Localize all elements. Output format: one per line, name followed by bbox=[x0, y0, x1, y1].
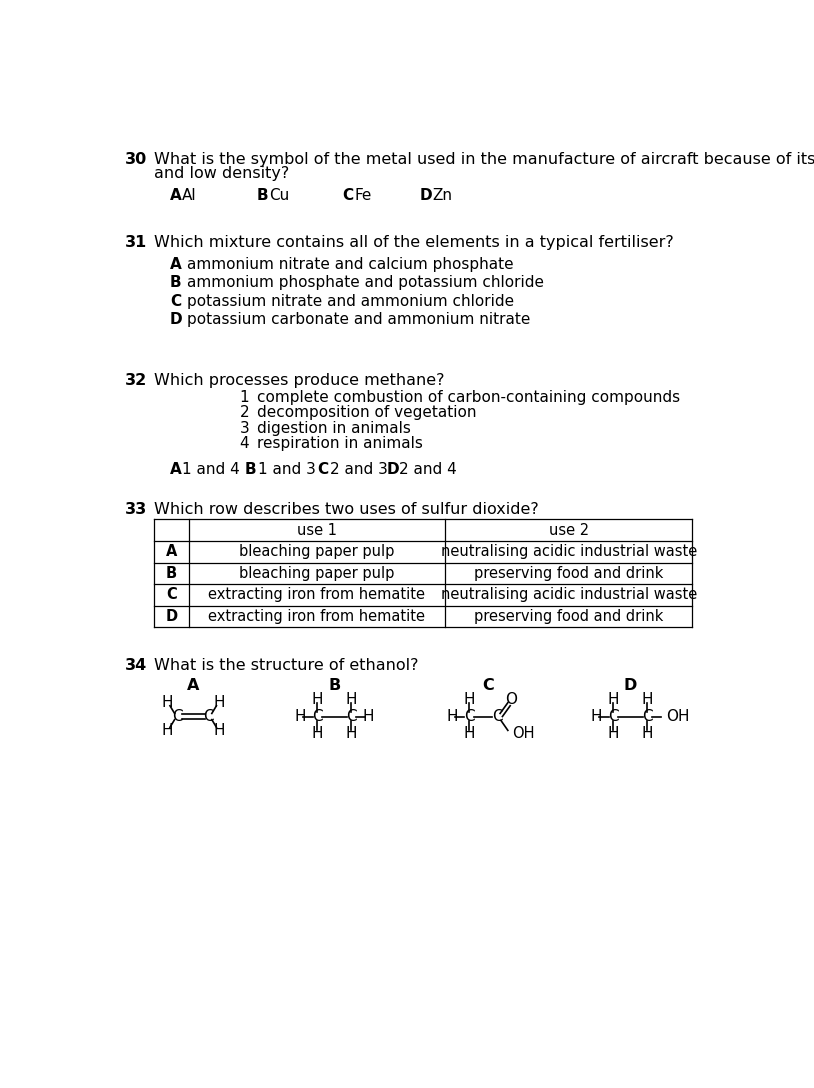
Text: C: C bbox=[204, 709, 214, 724]
Text: H: H bbox=[161, 695, 173, 710]
Text: C: C bbox=[173, 709, 183, 724]
Text: H: H bbox=[607, 692, 619, 707]
Text: C: C bbox=[464, 709, 475, 724]
Text: 30: 30 bbox=[125, 152, 147, 168]
Text: Which row describes two uses of sulfur dioxide?: Which row describes two uses of sulfur d… bbox=[155, 503, 539, 518]
Text: use 1: use 1 bbox=[297, 522, 337, 537]
Text: respiration in animals: respiration in animals bbox=[256, 436, 422, 452]
Text: potassium nitrate and ammonium chloride: potassium nitrate and ammonium chloride bbox=[187, 294, 514, 309]
Text: D: D bbox=[624, 678, 637, 693]
Text: decomposition of vegetation: decomposition of vegetation bbox=[256, 406, 476, 420]
Text: H: H bbox=[312, 692, 323, 707]
Text: A: A bbox=[170, 187, 182, 202]
Text: use 2: use 2 bbox=[549, 522, 589, 537]
Text: D: D bbox=[170, 312, 182, 327]
Text: What is the structure of ethanol?: What is the structure of ethanol? bbox=[155, 658, 419, 673]
Text: H: H bbox=[362, 709, 374, 724]
Text: H: H bbox=[641, 726, 653, 741]
Text: C: C bbox=[492, 709, 502, 724]
Text: C: C bbox=[317, 462, 328, 478]
Text: Which mixture contains all of the elements in a typical fertiliser?: Which mixture contains all of the elemen… bbox=[155, 235, 674, 250]
Text: B: B bbox=[166, 566, 177, 581]
Text: H: H bbox=[295, 709, 306, 724]
Text: Zn: Zn bbox=[432, 187, 452, 202]
Text: D: D bbox=[419, 187, 432, 202]
Text: C: C bbox=[608, 709, 619, 724]
Text: 31: 31 bbox=[125, 235, 147, 250]
Text: 4: 4 bbox=[239, 436, 249, 452]
Text: extracting iron from hematite: extracting iron from hematite bbox=[208, 588, 425, 603]
Text: A: A bbox=[166, 544, 177, 559]
Text: O: O bbox=[505, 692, 517, 707]
Text: 32: 32 bbox=[125, 373, 147, 388]
Text: and low density?: and low density? bbox=[155, 166, 290, 181]
Text: H: H bbox=[214, 722, 225, 738]
Text: potassium carbonate and ammonium nitrate: potassium carbonate and ammonium nitrate bbox=[187, 312, 531, 327]
Text: What is the symbol of the metal used in the manufacture of aircraft because of i: What is the symbol of the metal used in … bbox=[155, 152, 814, 168]
Text: A: A bbox=[170, 462, 182, 478]
Text: complete combustion of carbon-containing compounds: complete combustion of carbon-containing… bbox=[256, 391, 680, 405]
Text: preserving food and drink: preserving food and drink bbox=[474, 609, 663, 623]
Text: C: C bbox=[312, 709, 322, 724]
Text: A: A bbox=[170, 257, 182, 272]
Text: C: C bbox=[346, 709, 357, 724]
Text: ammonium phosphate and potassium chloride: ammonium phosphate and potassium chlorid… bbox=[187, 275, 544, 290]
Text: H: H bbox=[590, 709, 602, 724]
Text: neutralising acidic industrial waste: neutralising acidic industrial waste bbox=[440, 588, 697, 603]
Text: H: H bbox=[607, 726, 619, 741]
Text: bleaching paper pulp: bleaching paper pulp bbox=[239, 544, 395, 559]
Text: H: H bbox=[446, 709, 457, 724]
Text: C: C bbox=[642, 709, 653, 724]
Text: 3: 3 bbox=[239, 421, 249, 436]
Text: B: B bbox=[256, 187, 269, 202]
Text: Which processes produce methane?: Which processes produce methane? bbox=[155, 373, 445, 388]
Text: digestion in animals: digestion in animals bbox=[256, 421, 410, 436]
Text: H: H bbox=[346, 726, 357, 741]
Text: extracting iron from hematite: extracting iron from hematite bbox=[208, 609, 425, 623]
Text: 33: 33 bbox=[125, 503, 147, 518]
Text: H: H bbox=[346, 692, 357, 707]
Text: bleaching paper pulp: bleaching paper pulp bbox=[239, 566, 395, 581]
Text: OH: OH bbox=[666, 709, 689, 724]
Text: 2 and 3: 2 and 3 bbox=[330, 462, 387, 478]
Text: ammonium nitrate and calcium phosphate: ammonium nitrate and calcium phosphate bbox=[187, 257, 514, 272]
Text: A: A bbox=[187, 678, 199, 693]
Text: 34: 34 bbox=[125, 658, 147, 673]
Text: C: C bbox=[170, 294, 181, 309]
Text: C: C bbox=[166, 588, 177, 603]
Text: H: H bbox=[463, 692, 475, 707]
Text: 2 and 4: 2 and 4 bbox=[400, 462, 457, 478]
Text: H: H bbox=[463, 726, 475, 741]
Text: C: C bbox=[342, 187, 353, 202]
Text: 1 and 3: 1 and 3 bbox=[257, 462, 315, 478]
Text: Cu: Cu bbox=[269, 187, 290, 202]
Text: H: H bbox=[641, 692, 653, 707]
Text: D: D bbox=[387, 462, 400, 478]
Text: 1 and 4: 1 and 4 bbox=[182, 462, 240, 478]
Text: preserving food and drink: preserving food and drink bbox=[474, 566, 663, 581]
Text: neutralising acidic industrial waste: neutralising acidic industrial waste bbox=[440, 544, 697, 559]
Text: D: D bbox=[165, 609, 177, 623]
Text: C: C bbox=[482, 678, 493, 693]
Text: B: B bbox=[170, 275, 182, 290]
Text: B: B bbox=[245, 462, 256, 478]
Text: Fe: Fe bbox=[354, 187, 372, 202]
Text: H: H bbox=[214, 695, 225, 710]
Text: 2: 2 bbox=[239, 406, 249, 420]
Text: H: H bbox=[161, 722, 173, 738]
Text: B: B bbox=[328, 678, 340, 693]
Text: H: H bbox=[312, 726, 323, 741]
Text: 1: 1 bbox=[239, 391, 249, 405]
Text: Al: Al bbox=[182, 187, 197, 202]
Text: OH: OH bbox=[513, 726, 535, 741]
